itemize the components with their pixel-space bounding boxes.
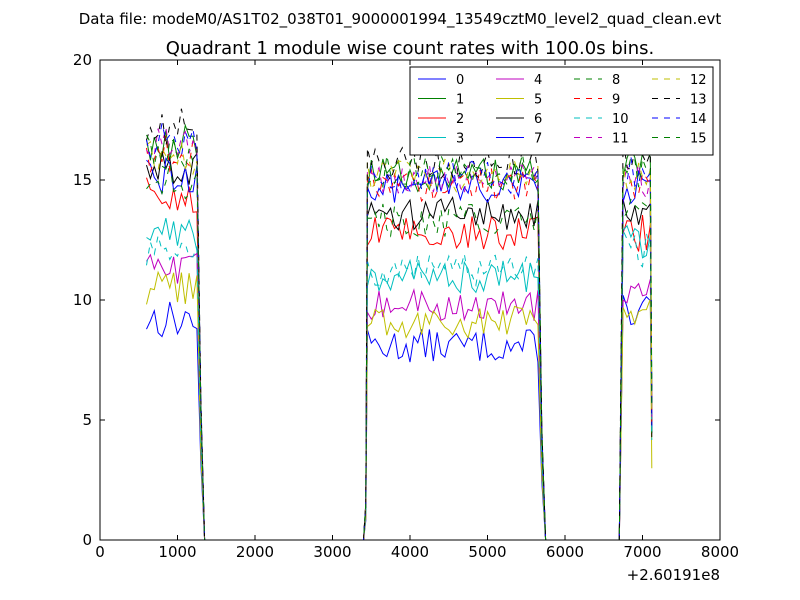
legend-label: 13 xyxy=(690,93,707,108)
series-line-2 xyxy=(146,177,653,541)
legend-label: 9 xyxy=(612,93,620,108)
series-line-12 xyxy=(146,140,653,541)
x-tick-label: 5000 xyxy=(468,543,506,561)
series-line-11 xyxy=(146,127,653,541)
y-tick-label: 0 xyxy=(82,531,92,549)
series-line-14 xyxy=(146,123,653,541)
legend-box xyxy=(409,66,714,156)
series-line-15 xyxy=(146,134,653,541)
series-line-3 xyxy=(146,217,653,541)
x-tick-label: 7000 xyxy=(623,543,661,561)
legend-label: 11 xyxy=(612,132,629,147)
legend-label: 15 xyxy=(690,132,707,147)
x-tick-label: 1000 xyxy=(158,543,196,561)
series-line-6 xyxy=(146,151,653,541)
legend-label: 8 xyxy=(612,73,620,88)
y-tick-label: 15 xyxy=(73,171,92,189)
legend-label: 5 xyxy=(534,93,542,108)
y-tick-label: 10 xyxy=(73,291,92,309)
legend-label: 2 xyxy=(456,112,464,127)
x-tick-label: 6000 xyxy=(546,543,584,561)
x-tick-label: 4000 xyxy=(391,543,429,561)
legend-label: 1 xyxy=(456,93,464,108)
series-line-4 xyxy=(146,252,653,541)
chart-title: Quadrant 1 module wise count rates with … xyxy=(166,38,655,59)
x-tick-label: 0 xyxy=(95,543,105,561)
series-line-5 xyxy=(146,270,653,541)
legend-label: 12 xyxy=(690,73,707,88)
legend-label: 6 xyxy=(534,112,542,127)
x-offset-label: +2.60191e8 xyxy=(627,566,720,584)
series-line-0 xyxy=(146,295,653,541)
series-line-9 xyxy=(146,135,653,541)
legend-label: 14 xyxy=(690,112,707,127)
x-tick-label: 8000 xyxy=(701,543,739,561)
legend-label: 7 xyxy=(534,132,542,147)
series-line-7 xyxy=(146,157,653,541)
axes: 0 1000 2000 3000 4000 5000 6000 7000 80000510152… xyxy=(73,51,739,561)
series-line-13 xyxy=(146,108,653,541)
legend-label: 10 xyxy=(612,112,629,127)
suptitle: Data file: modeM0/AS1T02_038T01_90000019… xyxy=(79,10,722,29)
y-tick-label: 5 xyxy=(82,411,92,429)
x-tick-label: 2000 xyxy=(236,543,274,561)
legend-label: 4 xyxy=(534,73,542,88)
legend-label: 0 xyxy=(456,73,464,88)
legend-label: 3 xyxy=(456,132,464,147)
series-line-1 xyxy=(146,123,653,541)
x-tick-label: 3000 xyxy=(313,543,351,561)
series-lines xyxy=(146,108,653,541)
y-tick-label: 20 xyxy=(73,51,92,69)
series-line-10 xyxy=(146,230,653,541)
series-line-8 xyxy=(146,163,653,541)
